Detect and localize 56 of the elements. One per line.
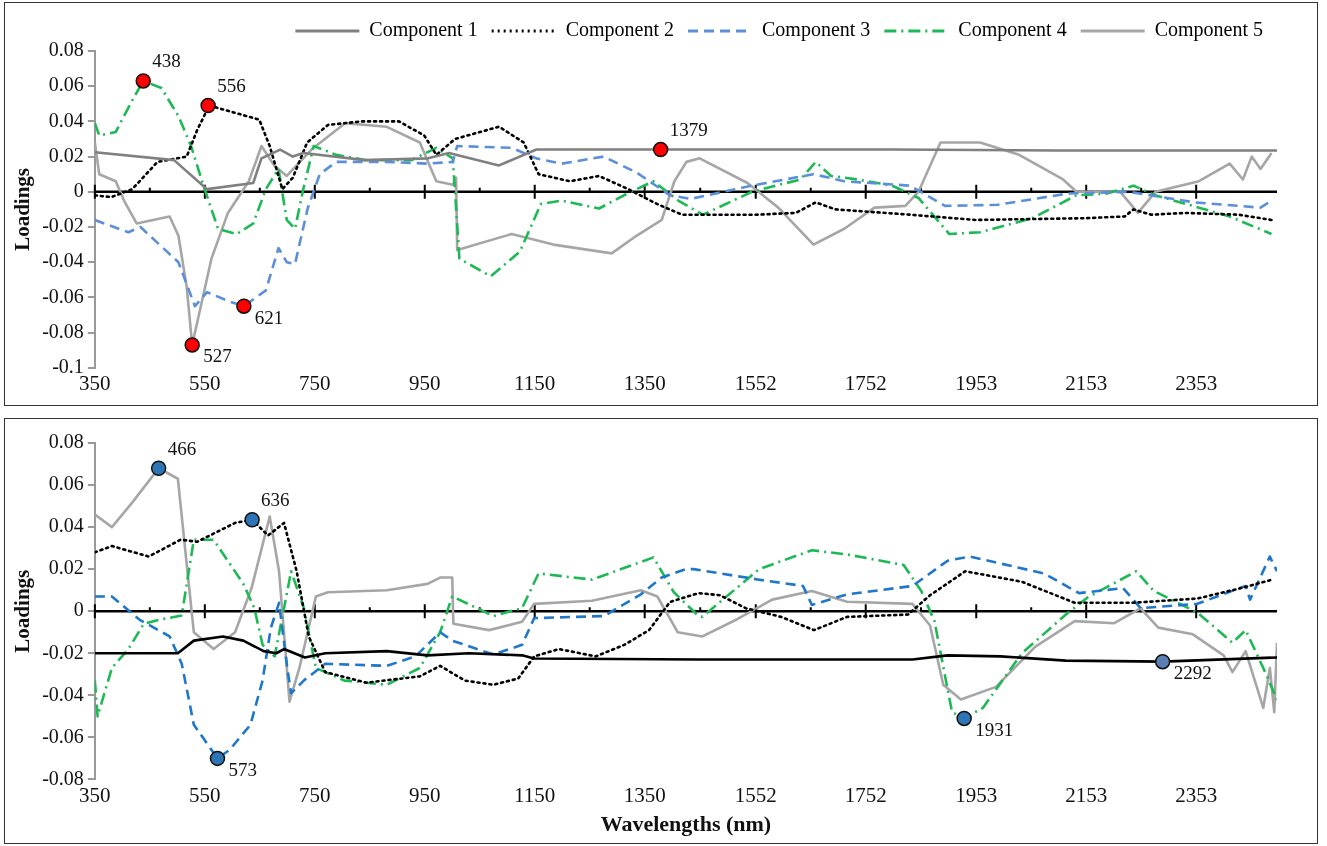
y-axis-title: Loadings bbox=[10, 569, 35, 653]
y-tick-label: 0.04 bbox=[48, 514, 84, 537]
y-tick-label: 0.02 bbox=[48, 556, 84, 579]
annotation: 1931 bbox=[975, 718, 1014, 740]
x-tick-label: 1953 bbox=[955, 782, 998, 807]
x-tick-label: 2353 bbox=[1175, 782, 1218, 807]
x-tick-label: 950 bbox=[409, 782, 441, 807]
annotation: 2292 bbox=[1173, 662, 1212, 684]
legend-label: Component 3 bbox=[762, 18, 871, 42]
y-tick-label: 0.04 bbox=[48, 108, 84, 131]
x-tick-label: 1150 bbox=[514, 370, 556, 395]
y-tick-label: 0.02 bbox=[48, 143, 84, 166]
y-tick-label: 0.08 bbox=[48, 38, 84, 61]
x-tick-label: 2353 bbox=[1175, 370, 1218, 395]
x-tick-label: 1552 bbox=[734, 782, 777, 807]
x-tick-label: 550 bbox=[189, 782, 221, 807]
y-tick-label: -0.08 bbox=[42, 766, 84, 789]
y-tick-label: -0.04 bbox=[42, 682, 84, 705]
y-tick-label: -0.04 bbox=[42, 249, 84, 272]
y-tick-label: -0.06 bbox=[42, 724, 84, 747]
annotation: 438 bbox=[152, 50, 181, 72]
y-tick-label: 0.06 bbox=[48, 73, 84, 96]
y-tick-label: 0 bbox=[73, 179, 84, 202]
y-tick-label: 0.08 bbox=[48, 430, 84, 453]
annotation: 573 bbox=[228, 758, 257, 780]
x-tick-label: 750 bbox=[299, 782, 331, 807]
x-tick-label: 950 bbox=[409, 370, 441, 395]
y-tick-label: 0.06 bbox=[48, 472, 84, 495]
x-tick-label: 2153 bbox=[1065, 370, 1108, 395]
y-tick-label: -0.06 bbox=[42, 284, 84, 307]
legend-label: Component 1 bbox=[369, 18, 478, 42]
x-tick-label: 1953 bbox=[955, 370, 998, 395]
x-tick-label: 1350 bbox=[623, 782, 666, 807]
annotation: 527 bbox=[203, 345, 232, 367]
x-tick-label: 1752 bbox=[844, 370, 887, 395]
y-axis-title: Loadings bbox=[10, 167, 35, 251]
annotation: 466 bbox=[167, 437, 197, 459]
x-tick-label: 1350 bbox=[623, 370, 666, 395]
x-tick-label: 1150 bbox=[514, 782, 556, 807]
legend-label: Component 2 bbox=[565, 18, 675, 42]
x-tick-label: 2153 bbox=[1065, 782, 1108, 807]
legend-label: Component 4 bbox=[958, 18, 1067, 42]
x-tick-label: 550 bbox=[189, 370, 221, 395]
y-tick-label: -0.02 bbox=[42, 640, 84, 663]
y-tick-label: 0 bbox=[73, 598, 84, 621]
y-tick-label: -0.02 bbox=[42, 214, 84, 237]
legend-label: Component 5 bbox=[1154, 18, 1264, 42]
y-tick-label: -0.08 bbox=[42, 319, 84, 342]
x-axis-title: Wavelengths (nm) bbox=[600, 811, 772, 837]
annotation: 1379 bbox=[669, 119, 708, 141]
annotation: 621 bbox=[254, 306, 284, 328]
annotation: 636 bbox=[261, 489, 290, 511]
x-tick-label: 750 bbox=[299, 370, 331, 395]
annotation: 556 bbox=[217, 75, 246, 97]
x-tick-label: 1752 bbox=[844, 782, 887, 807]
x-tick-label: 1552 bbox=[734, 370, 777, 395]
